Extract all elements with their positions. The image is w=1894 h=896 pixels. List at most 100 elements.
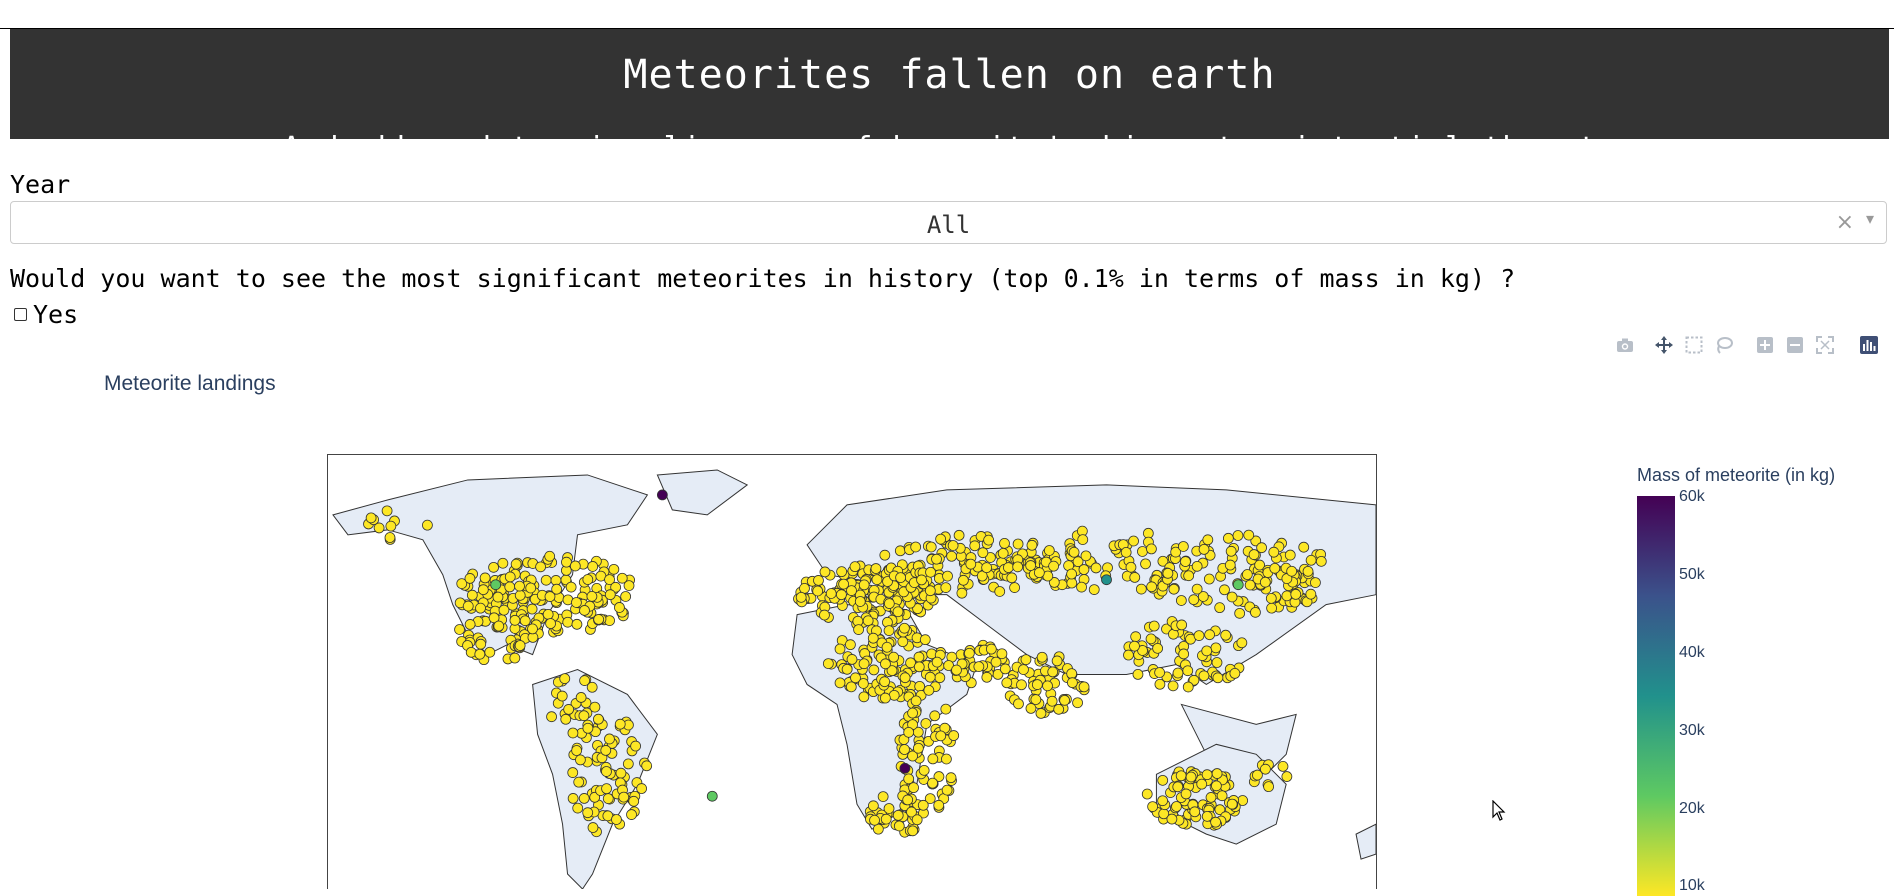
meteorite-marker[interactable] (1066, 577, 1078, 589)
meteorite-marker[interactable] (592, 713, 604, 725)
meteorite-marker[interactable] (1203, 573, 1215, 585)
meteorite-marker[interactable] (504, 571, 516, 583)
meteorite-marker[interactable] (466, 589, 478, 601)
meteorite-marker[interactable] (985, 643, 997, 655)
meteorite-marker[interactable] (1048, 560, 1060, 572)
meteorite-marker[interactable] (1053, 703, 1065, 715)
meteorite-marker[interactable] (907, 750, 918, 762)
meteorite-marker[interactable] (569, 560, 581, 572)
meteorite-marker[interactable] (1281, 771, 1293, 782)
meteorite-marker[interactable] (593, 614, 605, 625)
meteorite-marker[interactable] (838, 578, 850, 590)
meteorite-marker[interactable] (1201, 769, 1213, 781)
meteorite-marker[interactable] (493, 620, 505, 632)
meteorite-marker[interactable] (535, 561, 546, 573)
meteorite-marker[interactable] (836, 589, 847, 601)
meteorite-marker[interactable] (871, 574, 883, 586)
meteorite-marker[interactable] (1172, 667, 1184, 679)
meteorite-marker[interactable] (907, 707, 918, 719)
meteorite-marker[interactable] (1211, 657, 1223, 668)
meteorite-marker[interactable] (571, 597, 582, 608)
meteorite-marker[interactable] (953, 529, 965, 541)
meteorite-marker[interactable] (1135, 583, 1147, 595)
meteorite-marker[interactable] (1137, 546, 1148, 557)
meteorite-marker[interactable] (985, 552, 996, 563)
meteorite-marker[interactable] (614, 602, 625, 613)
meteorite-marker[interactable] (841, 663, 853, 675)
meteorite-marker[interactable] (490, 579, 502, 591)
meteorite-marker[interactable] (1123, 649, 1134, 661)
meteorite-marker[interactable] (945, 772, 957, 784)
meteorite-marker[interactable] (1191, 583, 1203, 595)
meteorite-marker[interactable] (813, 575, 824, 586)
meteorite-marker[interactable] (963, 647, 975, 659)
meteorite-marker[interactable] (608, 563, 620, 575)
meteorite-marker[interactable] (1244, 579, 1256, 591)
meteorite-marker[interactable] (933, 771, 945, 782)
meteorite-marker[interactable] (492, 591, 504, 603)
meteorite-marker[interactable] (907, 825, 919, 837)
meteorite-marker[interactable] (373, 522, 385, 534)
meteorite-marker[interactable] (641, 760, 653, 772)
meteorite-marker[interactable] (981, 562, 993, 574)
meteorite-marker[interactable] (623, 580, 635, 591)
meteorite-marker[interactable] (1016, 679, 1027, 691)
meteorite-marker[interactable] (1229, 668, 1241, 679)
meteorite-marker[interactable] (969, 540, 981, 552)
meteorite-marker[interactable] (903, 773, 915, 785)
meteorite-marker[interactable] (1250, 535, 1262, 547)
meteorite-marker[interactable] (572, 802, 584, 814)
meteorite-marker[interactable] (545, 618, 556, 629)
meteorite-marker[interactable] (902, 794, 914, 806)
meteorite-marker[interactable] (509, 614, 521, 626)
meteorite-marker[interactable] (1182, 681, 1194, 693)
meteorite-marker[interactable] (1310, 577, 1321, 588)
meteorite-marker[interactable] (706, 790, 718, 802)
meteorite-marker[interactable] (1201, 810, 1213, 822)
box-select-icon[interactable] (1684, 335, 1704, 355)
meteorite-marker[interactable] (981, 671, 993, 683)
meteorite-marker[interactable] (600, 745, 612, 756)
meteorite-marker[interactable] (1141, 788, 1153, 800)
meteorite-marker[interactable] (1268, 546, 1280, 558)
meteorite-marker[interactable] (822, 658, 834, 670)
meteorite-marker[interactable] (819, 566, 831, 578)
meteorite-marker[interactable] (1175, 595, 1187, 606)
meteorite-marker[interactable] (475, 602, 486, 614)
meteorite-marker[interactable] (604, 733, 615, 745)
meteorite-marker[interactable] (867, 800, 879, 812)
meteorite-marker[interactable] (1036, 651, 1048, 663)
year-dropdown[interactable]: All × ▾ (10, 201, 1887, 244)
meteorite-marker[interactable] (868, 664, 880, 676)
meteorite-marker[interactable] (1305, 588, 1317, 600)
meteorite-marker[interactable] (897, 636, 909, 648)
meteorite-marker[interactable] (514, 640, 526, 651)
meteorite-marker[interactable] (384, 532, 396, 543)
meteorite-marker[interactable] (620, 591, 632, 602)
meteorite-marker[interactable] (1140, 558, 1151, 570)
meteorite-marker[interactable] (931, 656, 943, 668)
meteorite-marker[interactable] (910, 695, 922, 707)
meteorite-marker[interactable] (1302, 565, 1314, 577)
reset-icon[interactable] (1815, 335, 1835, 355)
meteorite-marker[interactable] (973, 661, 985, 673)
meteorite-marker[interactable] (589, 701, 601, 713)
meteorite-marker[interactable] (525, 582, 537, 594)
meteorite-marker[interactable] (849, 561, 861, 573)
meteorite-marker[interactable] (527, 623, 538, 635)
meteorite-marker[interactable] (479, 572, 491, 584)
meteorite-marker[interactable] (1059, 694, 1070, 706)
chevron-down-icon[interactable]: ▾ (1865, 209, 1874, 228)
meteorite-marker[interactable] (578, 710, 590, 722)
meteorite-marker[interactable] (1048, 577, 1060, 588)
meteorite-marker[interactable] (563, 704, 575, 715)
meteorite-marker[interactable] (931, 553, 942, 565)
meteorite-marker[interactable] (1219, 584, 1230, 596)
meteorite-marker[interactable] (1025, 703, 1037, 714)
meteorite-marker[interactable] (1197, 591, 1209, 602)
meteorite-marker[interactable] (846, 585, 857, 596)
meteorite-marker[interactable] (862, 615, 874, 627)
meteorite-marker[interactable] (1042, 680, 1053, 692)
meteorite-marker[interactable] (1286, 565, 1298, 577)
meteorite-marker[interactable] (456, 578, 468, 589)
